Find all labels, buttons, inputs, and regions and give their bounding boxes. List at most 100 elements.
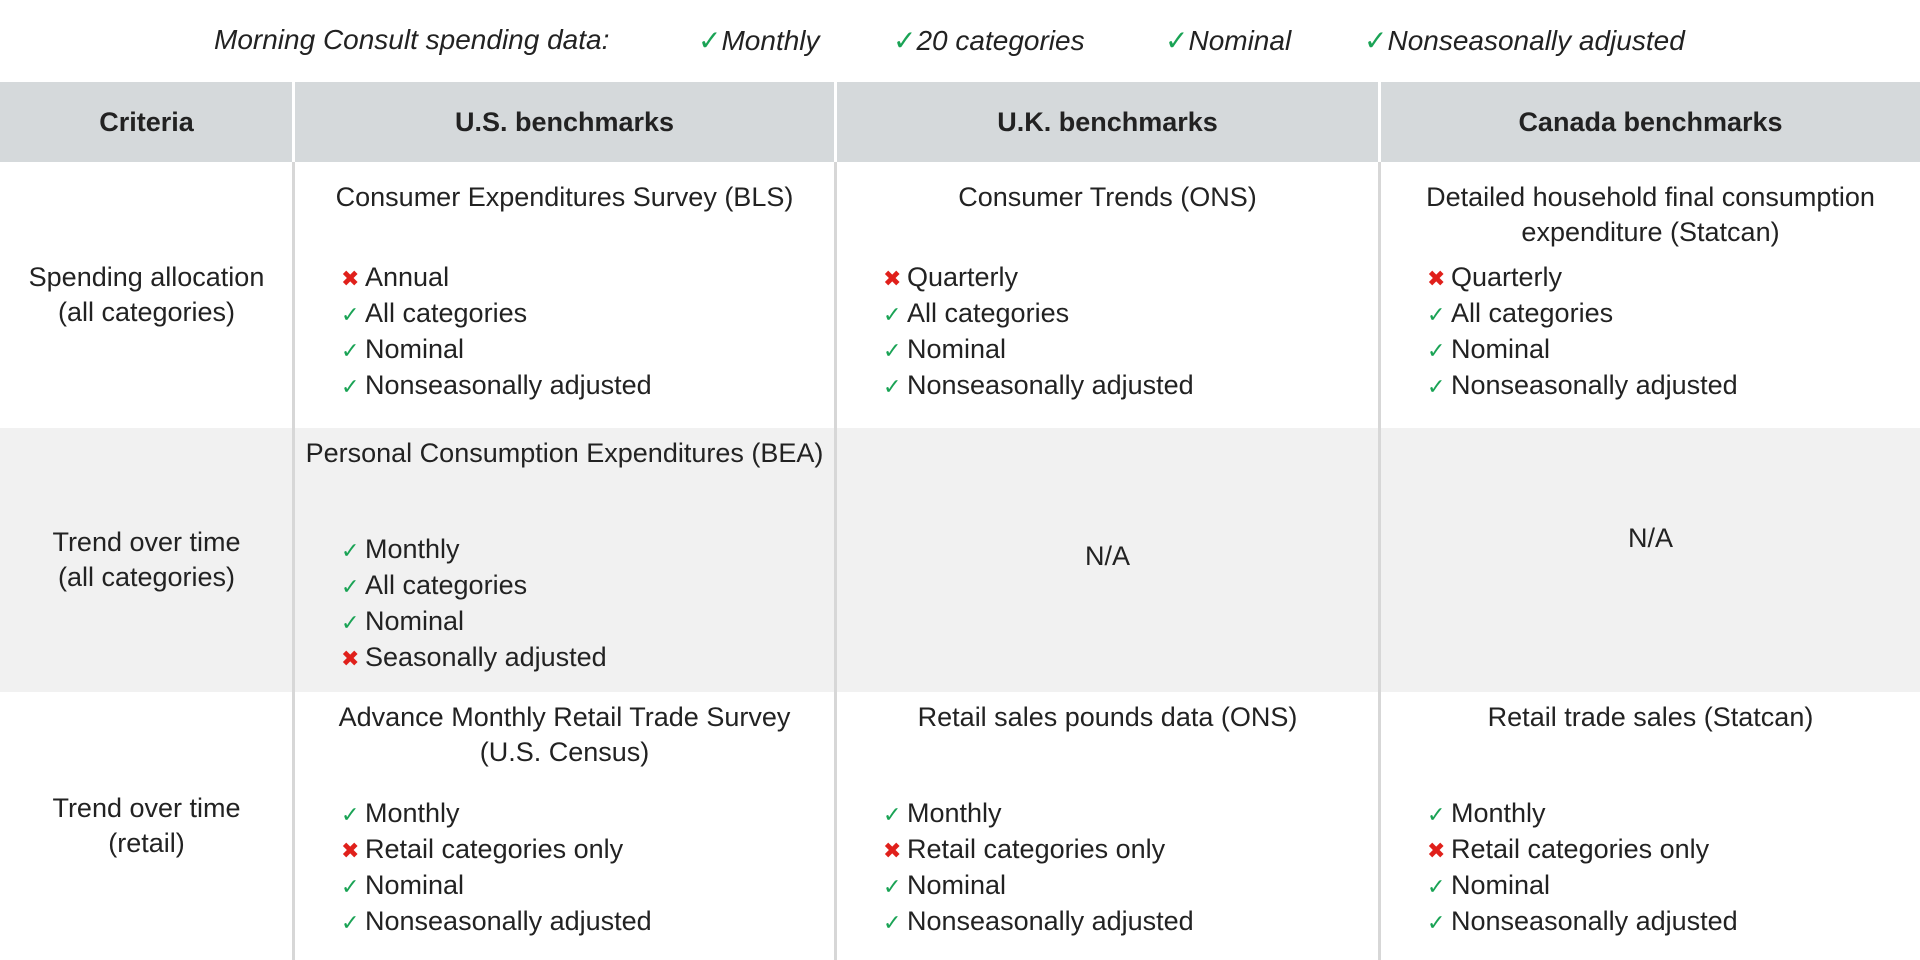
not-available-text: N/A bbox=[1627, 523, 1673, 553]
table-row: Trend over time (all categories) Personal… bbox=[0, 428, 1920, 692]
cross-icon: ✖ bbox=[341, 266, 360, 291]
benchmark-attributes: ✓ Monthly ✖ Retail categories only ✓ Nomina… bbox=[1427, 796, 1738, 940]
column-divider bbox=[1378, 82, 1381, 162]
summary-label: Morning Consult spending data: bbox=[214, 24, 610, 55]
benchmark-title: Personal Consumption Expenditures (BEA) bbox=[305, 438, 824, 468]
check-icon: ✓ bbox=[883, 374, 902, 399]
uk-benchmark-cell: N/A bbox=[837, 428, 1378, 692]
check-icon: ✓ bbox=[1427, 338, 1446, 363]
check-icon: ✓ bbox=[341, 802, 360, 827]
canada-benchmark-cell: Retail trade sales (Statcan) ✓ Monthly ✖ R… bbox=[1381, 692, 1920, 960]
check-icon: ✓ bbox=[1427, 302, 1446, 327]
list-item: ✓ Nominal bbox=[883, 868, 1194, 904]
not-available-text: N/A bbox=[1084, 541, 1130, 571]
check-icon: ✓ bbox=[1427, 910, 1446, 935]
list-item: ✓ Nominal bbox=[341, 604, 607, 640]
list-item: ✓ Nonseasonally adjusted bbox=[883, 368, 1194, 404]
list-item: ✓ Nonseasonally adjusted bbox=[1427, 904, 1738, 940]
list-item: ✓ Nonseasonally adjusted bbox=[341, 904, 652, 940]
list-item: ✓ Nonseasonally adjusted bbox=[341, 368, 652, 404]
list-item: ✖ Quarterly bbox=[883, 260, 1194, 296]
check-icon: ✓ bbox=[883, 874, 902, 899]
criteria-cell: Spending allocation (all categories) bbox=[28, 262, 265, 327]
canada-benchmark-cell: N/A bbox=[1381, 428, 1920, 692]
list-item: ✓ Monthly bbox=[341, 532, 607, 568]
table-header-row: Criteria U.S. benchmarks U.K. benchmarks… bbox=[0, 82, 1920, 162]
cross-icon: ✖ bbox=[341, 646, 360, 671]
benchmark-attributes: ✓ Monthly ✖ Retail categories only ✓ Nomina… bbox=[341, 796, 652, 940]
list-item: ✓ All categories bbox=[341, 568, 607, 604]
list-item: ✓ Monthly bbox=[883, 796, 1194, 832]
column-divider bbox=[1378, 162, 1381, 960]
list-item: ✓ All categories bbox=[1427, 296, 1738, 332]
cross-icon: ✖ bbox=[883, 266, 902, 291]
list-item: ✖ Retail categories only bbox=[883, 832, 1194, 868]
benchmark-title: Detailed household final consumption exp… bbox=[1426, 182, 1875, 247]
check-icon: ✓ bbox=[893, 25, 917, 56]
canada-benchmark-cell: Detailed household final consumption exp… bbox=[1381, 162, 1920, 428]
summary-item-categories: ✓20 categories bbox=[893, 25, 1085, 56]
column-header-uk: U.K. benchmarks bbox=[997, 106, 1218, 137]
column-divider bbox=[292, 82, 295, 162]
cross-icon: ✖ bbox=[883, 838, 902, 863]
check-icon: ✓ bbox=[1427, 874, 1446, 899]
list-item: ✓ Nominal bbox=[341, 332, 652, 368]
benchmark-title: Advance Monthly Retail Trade Survey (U.S… bbox=[338, 702, 791, 767]
benchmark-title: Retail trade sales (Statcan) bbox=[1487, 702, 1814, 732]
cross-icon: ✖ bbox=[1427, 838, 1446, 863]
check-icon: ✓ bbox=[883, 338, 902, 363]
column-header-canada: Canada benchmarks bbox=[1518, 106, 1783, 137]
check-icon: ✓ bbox=[1165, 25, 1189, 56]
list-item: ✖ Retail categories only bbox=[1427, 832, 1738, 868]
us-benchmark-cell: Personal Consumption Expenditures (BEA) … bbox=[295, 428, 834, 692]
benchmark-attributes: ✖ Quarterly ✓ All categories ✓ Nominal ✓ Non… bbox=[1427, 260, 1738, 404]
summary-item-nominal: ✓Nominal bbox=[1165, 25, 1292, 56]
check-icon: ✓ bbox=[341, 610, 360, 635]
benchmark-title: Retail sales pounds data (ONS) bbox=[917, 702, 1298, 732]
list-item: ✓ Nonseasonally adjusted bbox=[1427, 368, 1738, 404]
list-item: ✓ Nominal bbox=[883, 332, 1194, 368]
check-icon: ✓ bbox=[1364, 25, 1388, 56]
uk-benchmark-cell: Retail sales pounds data (ONS) ✓ Monthly … bbox=[837, 692, 1378, 960]
column-divider bbox=[292, 162, 295, 960]
list-item: ✓ Monthly bbox=[1427, 796, 1738, 832]
check-icon: ✓ bbox=[341, 910, 360, 935]
table-row: Spending allocation (all categories) Cons… bbox=[0, 162, 1920, 428]
check-icon: ✓ bbox=[341, 302, 360, 327]
cross-icon: ✖ bbox=[1427, 266, 1446, 291]
check-icon: ✓ bbox=[883, 910, 902, 935]
summary-item-nsa: ✓Nonseasonally adjusted bbox=[1364, 25, 1685, 56]
check-icon: ✓ bbox=[341, 538, 360, 563]
column-header-criteria: Criteria bbox=[99, 106, 194, 137]
table-row: Trend over time (retail) Advance Monthly … bbox=[0, 692, 1920, 960]
column-divider bbox=[834, 162, 837, 960]
check-icon: ✓ bbox=[341, 574, 360, 599]
summary-item-monthly: ✓Monthly bbox=[698, 25, 820, 56]
list-item: ✖ Seasonally adjusted bbox=[341, 640, 607, 676]
us-benchmark-cell: Advance Monthly Retail Trade Survey (U.S… bbox=[295, 692, 834, 960]
list-item: ✓ Monthly bbox=[341, 796, 652, 832]
benchmark-attributes: ✖ Quarterly ✓ All categories ✓ Nominal ✓ Non… bbox=[883, 260, 1194, 404]
spending-data-summary: Morning Consult spending data: ✓Monthly … bbox=[0, 0, 1920, 82]
list-item: ✓ Nominal bbox=[1427, 332, 1738, 368]
list-item: ✖ Annual bbox=[341, 260, 652, 296]
check-icon: ✓ bbox=[341, 338, 360, 363]
list-item: ✓ All categories bbox=[883, 296, 1194, 332]
column-divider bbox=[834, 82, 837, 162]
column-header-us: U.S. benchmarks bbox=[454, 106, 675, 137]
benchmark-attributes: ✖ Annual ✓ All categories ✓ Nominal ✓ Nonsea… bbox=[341, 260, 652, 404]
check-icon: ✓ bbox=[698, 25, 722, 56]
criteria-cell: Trend over time (all categories) bbox=[52, 527, 241, 592]
benchmark-attributes: ✓ Monthly ✖ Retail categories only ✓ Nomina… bbox=[883, 796, 1194, 940]
check-icon: ✓ bbox=[1427, 374, 1446, 399]
list-item: ✓ Nominal bbox=[341, 868, 652, 904]
check-icon: ✓ bbox=[1427, 802, 1446, 827]
check-icon: ✓ bbox=[341, 874, 360, 899]
benchmark-table: Criteria U.S. benchmarks U.K. benchmarks… bbox=[0, 82, 1920, 960]
benchmark-title: Consumer Expenditures Survey (BLS) bbox=[335, 182, 794, 212]
list-item: ✖ Quarterly bbox=[1427, 260, 1738, 296]
us-benchmark-cell: Consumer Expenditures Survey (BLS) ✖ Annu… bbox=[295, 162, 834, 428]
list-item: ✖ Retail categories only bbox=[341, 832, 652, 868]
check-icon: ✓ bbox=[341, 374, 360, 399]
benchmark-attributes: ✓ Monthly ✓ All categories ✓ Nominal ✖ Seaso… bbox=[341, 532, 607, 676]
